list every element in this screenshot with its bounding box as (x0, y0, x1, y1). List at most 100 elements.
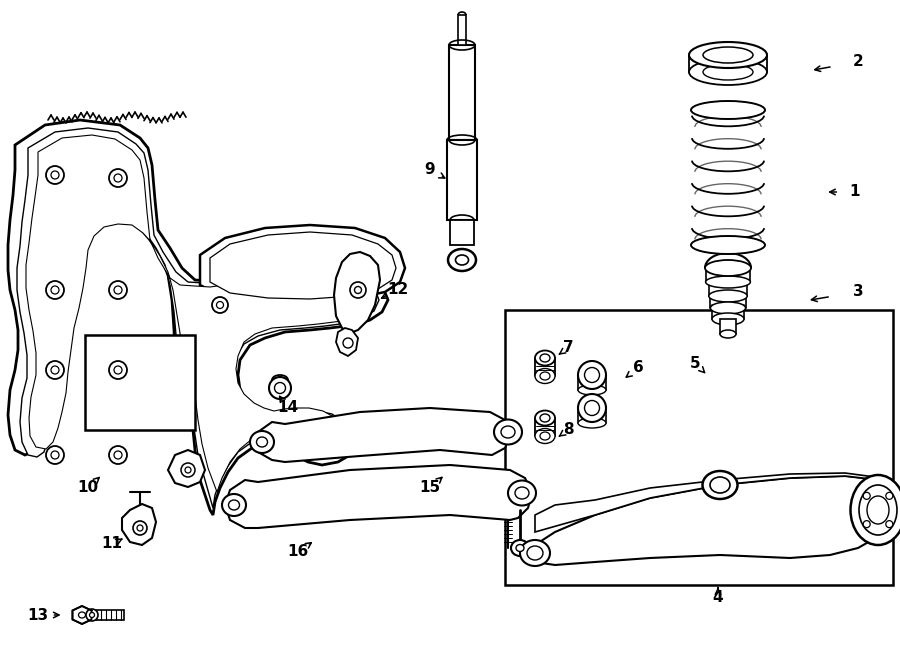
Ellipse shape (516, 545, 524, 551)
Polygon shape (535, 473, 890, 532)
Ellipse shape (46, 446, 64, 464)
Ellipse shape (109, 446, 127, 464)
Ellipse shape (448, 249, 476, 271)
Ellipse shape (710, 477, 730, 493)
Text: 14: 14 (277, 401, 299, 416)
Ellipse shape (256, 437, 267, 447)
Ellipse shape (535, 368, 555, 383)
Ellipse shape (89, 613, 94, 617)
Ellipse shape (250, 431, 274, 453)
Ellipse shape (689, 59, 767, 85)
Ellipse shape (229, 500, 239, 510)
Ellipse shape (46, 361, 64, 379)
Text: 11: 11 (102, 537, 122, 551)
Ellipse shape (703, 64, 753, 80)
Ellipse shape (511, 540, 529, 556)
Ellipse shape (578, 361, 606, 389)
Ellipse shape (863, 521, 870, 527)
Text: 4: 4 (713, 590, 724, 605)
Polygon shape (255, 408, 510, 462)
Ellipse shape (850, 475, 900, 545)
Ellipse shape (109, 361, 127, 379)
Ellipse shape (689, 42, 767, 68)
Ellipse shape (886, 492, 893, 499)
Ellipse shape (578, 394, 606, 422)
Ellipse shape (540, 372, 550, 380)
Ellipse shape (114, 286, 122, 294)
Ellipse shape (508, 481, 536, 506)
Ellipse shape (181, 463, 195, 477)
Bar (505, 310, 893, 585)
Polygon shape (210, 232, 396, 299)
Ellipse shape (710, 302, 745, 314)
Polygon shape (336, 328, 358, 356)
Ellipse shape (535, 410, 555, 426)
Ellipse shape (109, 169, 127, 187)
Ellipse shape (137, 525, 143, 531)
Ellipse shape (212, 297, 228, 313)
Text: 16: 16 (287, 545, 309, 559)
Ellipse shape (494, 420, 522, 444)
Polygon shape (334, 252, 380, 333)
Ellipse shape (455, 255, 469, 265)
Ellipse shape (114, 174, 122, 182)
Ellipse shape (535, 350, 555, 366)
Text: 2: 2 (852, 54, 863, 69)
Ellipse shape (350, 282, 366, 298)
Text: 12: 12 (387, 282, 409, 297)
Text: 13: 13 (27, 607, 49, 623)
Polygon shape (122, 504, 156, 545)
Ellipse shape (109, 281, 127, 299)
Polygon shape (8, 120, 388, 515)
Ellipse shape (355, 286, 362, 293)
Ellipse shape (540, 432, 550, 440)
Ellipse shape (886, 521, 893, 527)
Polygon shape (520, 476, 890, 565)
Ellipse shape (222, 494, 246, 516)
Ellipse shape (720, 330, 736, 338)
Ellipse shape (51, 451, 59, 459)
Ellipse shape (185, 467, 191, 473)
Text: 1: 1 (850, 184, 860, 200)
Ellipse shape (520, 540, 550, 566)
Ellipse shape (578, 418, 606, 428)
Ellipse shape (46, 166, 64, 184)
Text: 15: 15 (419, 481, 441, 496)
Ellipse shape (269, 377, 291, 399)
Ellipse shape (114, 366, 122, 374)
Bar (458, 15, 466, 45)
Text: 5: 5 (689, 356, 700, 371)
Ellipse shape (859, 485, 897, 535)
Bar (449, 45, 475, 140)
Ellipse shape (867, 496, 889, 524)
Ellipse shape (274, 383, 285, 393)
Ellipse shape (51, 366, 59, 374)
Text: 10: 10 (77, 481, 99, 496)
Ellipse shape (515, 487, 529, 499)
Bar (450, 220, 474, 245)
Ellipse shape (51, 286, 59, 294)
Ellipse shape (217, 301, 223, 309)
Polygon shape (200, 225, 405, 302)
Ellipse shape (712, 313, 744, 325)
Ellipse shape (706, 276, 751, 288)
Bar (720, 319, 736, 334)
Polygon shape (85, 335, 195, 430)
Polygon shape (225, 465, 532, 528)
Text: 9: 9 (425, 163, 436, 178)
Ellipse shape (86, 609, 98, 621)
Ellipse shape (578, 385, 606, 395)
Ellipse shape (709, 290, 747, 302)
Bar (92, 610, 124, 620)
Text: 7: 7 (562, 340, 573, 356)
Text: 3: 3 (852, 284, 863, 299)
Ellipse shape (703, 47, 753, 63)
Ellipse shape (705, 260, 751, 276)
Ellipse shape (540, 414, 550, 422)
Ellipse shape (78, 612, 86, 618)
Bar (447, 140, 477, 220)
Ellipse shape (703, 471, 737, 499)
Ellipse shape (691, 236, 765, 254)
Ellipse shape (584, 368, 599, 383)
Text: 8: 8 (562, 422, 573, 438)
